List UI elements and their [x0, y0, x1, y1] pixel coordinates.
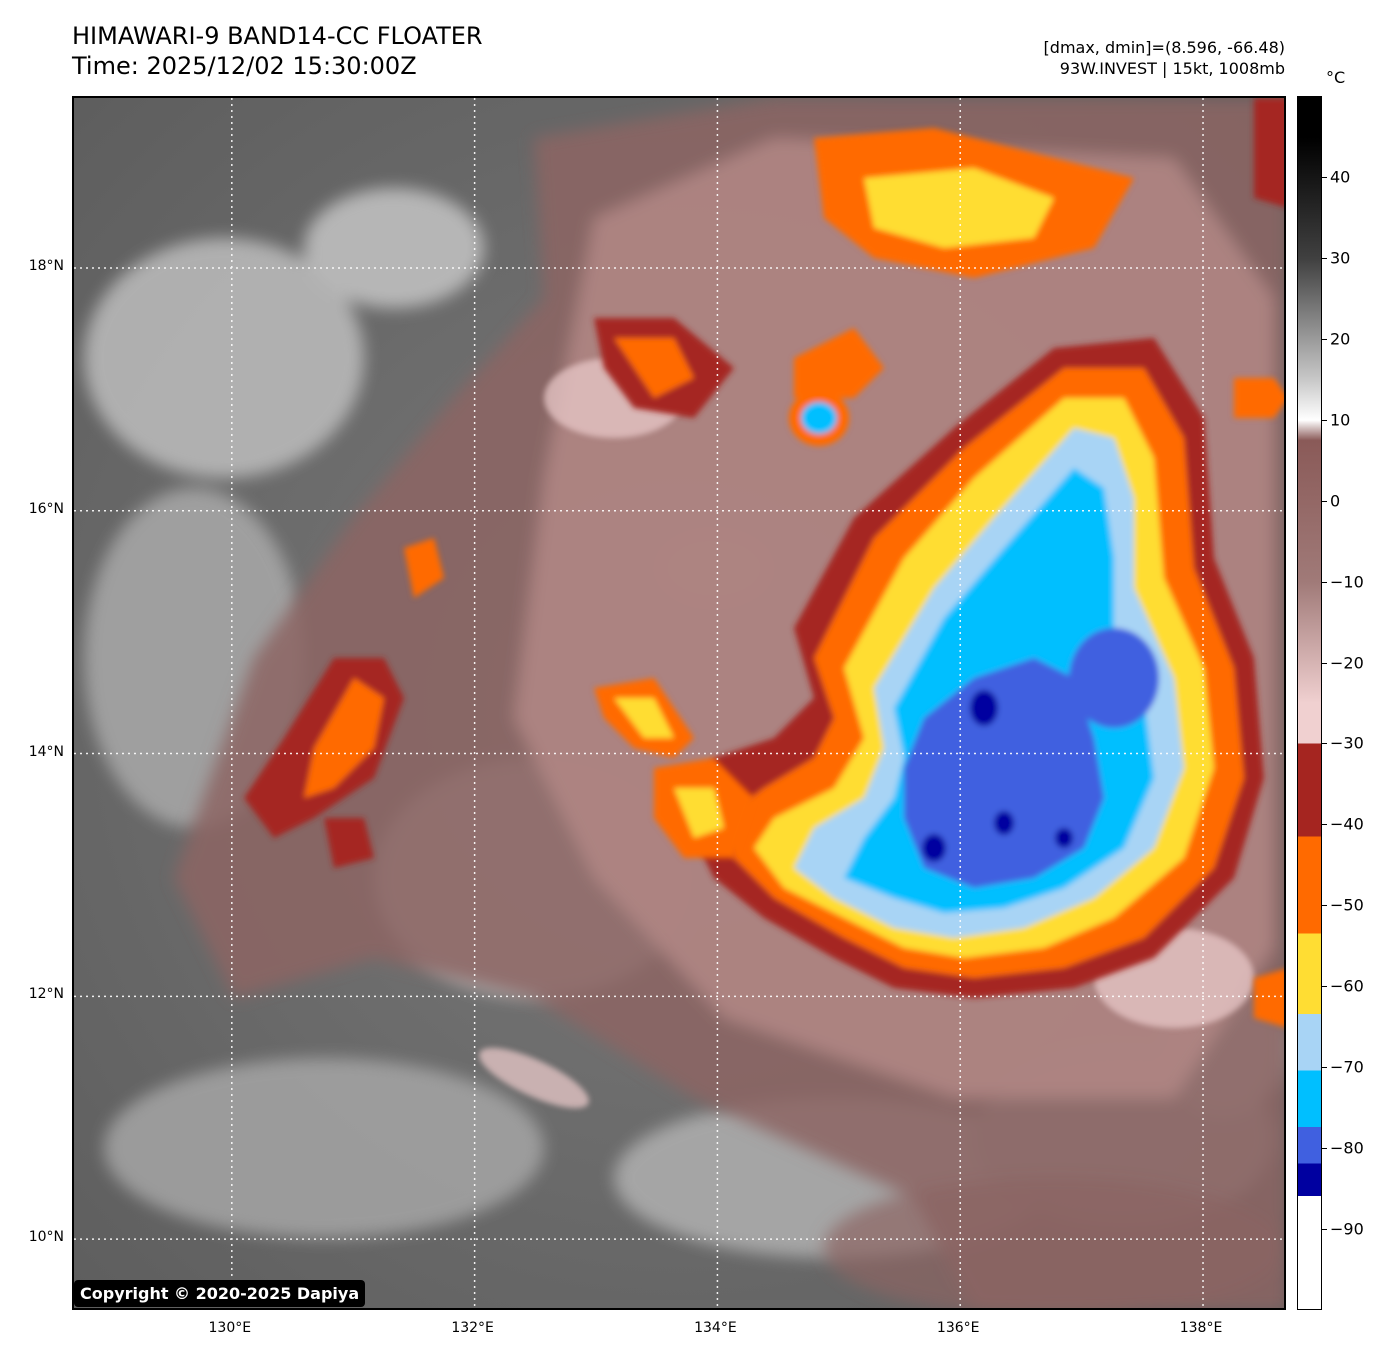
colorbar-tick-label: 30: [1330, 248, 1351, 268]
colorbar-tick: [1322, 581, 1327, 583]
colorbar-tick-label: −20: [1330, 653, 1364, 673]
colorbar-tick: [1322, 1148, 1327, 1150]
map-time: Time: 2025/12/02 15:30:00Z: [72, 52, 417, 80]
colorbar-tick-label: −40: [1330, 814, 1364, 834]
lat-label: 14°N: [28, 743, 64, 760]
lat-label: 16°N: [28, 500, 64, 517]
colorbar-tick: [1322, 257, 1327, 259]
lon-label: 134°E: [694, 1320, 737, 1336]
colorbar-tick: [1322, 986, 1327, 988]
lon-label: 132°E: [451, 1320, 494, 1336]
colorbar-tick: [1322, 176, 1327, 178]
lat-label: 10°N: [28, 1229, 64, 1246]
satellite-imagery: [74, 98, 1284, 1308]
colorbar-tick-label: −10: [1330, 572, 1364, 592]
colorbar-tick: [1322, 905, 1327, 907]
lat-label: 18°N: [28, 257, 64, 274]
map-title: HIMAWARI-9 BAND14-CC FLOATER: [72, 22, 483, 50]
colorbar-tick: [1322, 1067, 1327, 1069]
colorbar-tick: [1322, 824, 1327, 826]
colorbar-tick-label: −60: [1330, 976, 1364, 996]
copyright-badge: Copyright © 2020-2025 Dapiya: [74, 1280, 366, 1307]
data-range-text: [dmax, dmin]=(8.596, -66.48): [1043, 38, 1285, 57]
lon-label: 130°E: [208, 1320, 252, 1336]
graticule: [74, 98, 1284, 1308]
colorbar-tick: [1322, 500, 1327, 502]
lon-label: 138°E: [1179, 1320, 1223, 1336]
colorbar-tick: [1322, 743, 1327, 745]
lat-label: 12°N: [28, 986, 64, 1003]
colorbar-tick-label: 40: [1330, 167, 1351, 187]
colorbar-tick-label: 10: [1330, 410, 1351, 430]
colorbar-tick: [1322, 338, 1327, 340]
colorbar-tick-label: −30: [1330, 733, 1364, 753]
colorbar: [1297, 96, 1322, 1310]
colorbar-tick-label: −80: [1330, 1138, 1364, 1158]
satellite-map: [72, 96, 1286, 1310]
outer-bands: [244, 98, 1284, 1027]
lon-label: 136°E: [936, 1320, 980, 1336]
colorbar-tick-label: −50: [1330, 895, 1364, 915]
colorbar-tick-label: −90: [1330, 1219, 1364, 1239]
storm-info-text: 93W.INVEST | 15kt, 1008mb: [1059, 59, 1285, 78]
colorbar-unit: °C: [1326, 68, 1346, 87]
colorbar-tick-label: 20: [1330, 329, 1351, 349]
colorbar-tick: [1322, 419, 1327, 421]
convection-core: [684, 338, 1264, 998]
colorbar-tick: [1322, 1229, 1327, 1231]
colorbar-tick: [1322, 662, 1327, 664]
colorbar-tick-label: 0: [1330, 491, 1341, 511]
colorbar-tick-label: −70: [1330, 1057, 1364, 1077]
